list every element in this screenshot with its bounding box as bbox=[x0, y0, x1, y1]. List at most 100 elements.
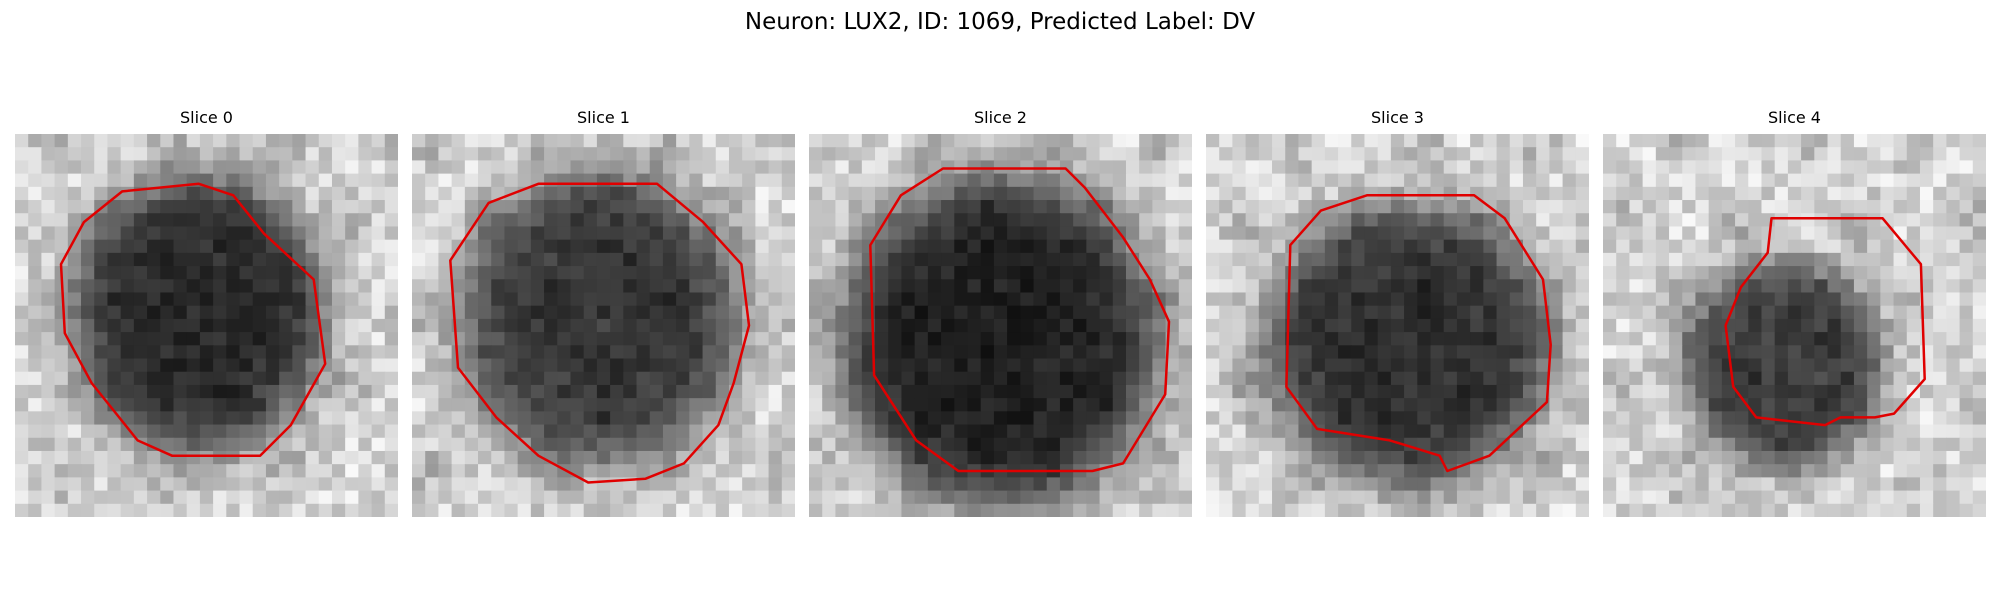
pixel bbox=[1682, 266, 1697, 280]
pixel bbox=[1721, 437, 1736, 452]
pixel bbox=[28, 134, 43, 148]
pixel bbox=[1059, 134, 1074, 148]
pixel bbox=[623, 186, 638, 201]
pixel bbox=[94, 490, 109, 505]
pixel bbox=[28, 398, 43, 412]
pixel bbox=[252, 266, 267, 280]
pixel bbox=[1338, 305, 1352, 320]
pixel bbox=[384, 200, 398, 214]
pixel bbox=[1893, 134, 1908, 148]
pixel bbox=[252, 464, 267, 478]
pixel bbox=[318, 134, 333, 148]
pixel bbox=[1616, 384, 1631, 399]
pixel bbox=[980, 318, 995, 333]
pixel bbox=[358, 450, 373, 465]
pixel bbox=[583, 332, 598, 346]
pixel bbox=[425, 279, 440, 294]
pixel bbox=[1456, 226, 1471, 241]
pixel bbox=[848, 239, 863, 254]
pixel bbox=[147, 213, 161, 228]
pixel bbox=[318, 477, 333, 492]
pixel bbox=[557, 239, 572, 254]
pixel bbox=[28, 437, 43, 452]
pixel bbox=[570, 266, 585, 280]
pixel bbox=[1377, 490, 1392, 505]
pixel bbox=[1496, 490, 1511, 505]
pixel bbox=[279, 490, 293, 505]
pixel bbox=[689, 371, 704, 386]
pixel bbox=[1549, 186, 1564, 201]
pixel bbox=[1774, 305, 1789, 320]
pixel bbox=[464, 173, 479, 188]
pixel bbox=[557, 266, 572, 280]
pixel bbox=[1549, 424, 1564, 439]
pixel bbox=[1390, 160, 1405, 175]
pixel bbox=[596, 213, 611, 228]
pixel bbox=[81, 239, 95, 254]
pixel bbox=[1046, 279, 1061, 294]
pixel bbox=[1125, 292, 1140, 307]
pixel bbox=[1708, 160, 1723, 175]
pixel bbox=[1272, 490, 1286, 505]
pixel bbox=[1007, 398, 1021, 412]
pixel bbox=[41, 464, 56, 478]
pixel bbox=[226, 213, 241, 228]
pixel bbox=[239, 213, 254, 228]
pixel bbox=[517, 305, 532, 320]
pixel bbox=[318, 450, 333, 465]
pixel bbox=[318, 464, 333, 478]
pixel bbox=[1311, 464, 1326, 478]
pixel bbox=[1404, 173, 1418, 188]
pixel bbox=[1933, 279, 1947, 294]
pixel bbox=[226, 279, 241, 294]
pixel bbox=[967, 424, 982, 439]
pixel bbox=[676, 226, 690, 241]
pixel bbox=[1880, 398, 1895, 412]
pixel bbox=[1774, 160, 1789, 175]
pixel bbox=[755, 186, 770, 201]
pixel bbox=[1787, 398, 1802, 412]
pixel bbox=[781, 477, 795, 492]
pixel bbox=[1099, 160, 1114, 175]
pixel bbox=[1946, 450, 1961, 465]
pixel bbox=[279, 226, 293, 241]
pixel bbox=[1470, 292, 1484, 307]
pixel bbox=[305, 173, 320, 188]
pixel bbox=[226, 371, 241, 386]
pixel bbox=[1669, 147, 1683, 162]
pixel bbox=[583, 450, 598, 465]
pixel bbox=[186, 292, 201, 307]
pixel bbox=[715, 332, 730, 346]
pixel bbox=[1562, 503, 1577, 517]
pixel bbox=[1324, 226, 1339, 241]
pixel bbox=[1033, 279, 1048, 294]
pixel bbox=[1245, 490, 1260, 505]
pixel bbox=[478, 305, 492, 320]
pixel bbox=[993, 384, 1008, 399]
pixel bbox=[1364, 490, 1379, 505]
pixel bbox=[993, 424, 1008, 439]
pixel bbox=[147, 147, 161, 162]
pixel bbox=[41, 186, 56, 201]
pixel bbox=[861, 147, 876, 162]
pixel bbox=[636, 292, 651, 307]
pixel bbox=[464, 266, 479, 280]
pixel bbox=[1178, 490, 1192, 505]
pixel bbox=[1258, 147, 1273, 162]
pixel bbox=[107, 424, 122, 439]
pixel bbox=[173, 266, 188, 280]
pixel bbox=[1549, 464, 1564, 478]
pixel bbox=[1232, 200, 1247, 214]
pixel bbox=[186, 134, 201, 148]
pixel bbox=[742, 345, 756, 360]
pixel bbox=[1364, 424, 1379, 439]
pixel bbox=[358, 437, 373, 452]
pixel bbox=[1629, 305, 1644, 320]
pixel bbox=[809, 292, 823, 307]
pixel bbox=[1285, 173, 1300, 188]
pixel bbox=[636, 279, 651, 294]
pixel bbox=[941, 424, 955, 439]
pixel bbox=[504, 411, 519, 426]
pixel bbox=[1245, 239, 1260, 254]
pixel bbox=[1099, 450, 1114, 465]
